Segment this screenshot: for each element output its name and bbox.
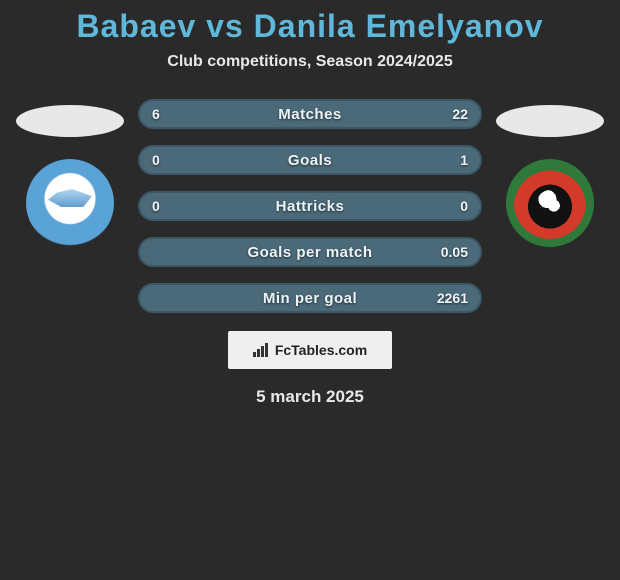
stat-row-matches: 6 Matches 22 [138,99,482,129]
brand-box: FcTables.com [228,331,392,369]
stat-row-min-per-goal: Min per goal 2261 [138,283,482,313]
stat-left-value: 0 [152,152,160,168]
stat-label: Hattricks [276,198,345,215]
stat-right-value: 1 [460,152,468,168]
stat-label: Goals [288,152,332,169]
stat-label: Matches [278,106,342,123]
stat-label: Min per goal [263,290,357,307]
page-title: Babaev vs Danila Emelyanov [0,8,620,45]
club-left-badge-icon [26,159,114,247]
player-left-column [10,99,130,247]
player-left-avatar-placeholder [16,105,124,137]
brand-text: FcTables.com [275,342,367,358]
date-text: 5 march 2025 [0,387,620,407]
stat-right-value: 0 [460,198,468,214]
stat-left-value: 0 [152,198,160,214]
bar-chart-icon [253,343,271,357]
stat-label: Goals per match [247,244,372,261]
stat-row-hattricks: 0 Hattricks 0 [138,191,482,221]
stat-right-value: 2261 [437,290,468,306]
club-right-badge-inner [514,167,586,239]
subtitle: Club competitions, Season 2024/2025 [0,53,620,71]
club-right-badge-icon [506,159,594,247]
stat-right-value: 22 [452,106,468,122]
stat-bars: 6 Matches 22 0 Goals 1 0 Hattricks 0 Goa… [130,99,490,313]
stat-left-value: 6 [152,106,160,122]
main-row: 6 Matches 22 0 Goals 1 0 Hattricks 0 Goa… [0,99,620,313]
soccer-ball-icon [537,190,563,216]
stat-row-goals-per-match: Goals per match 0.05 [138,237,482,267]
stat-right-value: 0.05 [441,244,468,260]
stat-row-goals: 0 Goals 1 [138,145,482,175]
player-right-avatar-placeholder [496,105,604,137]
comparison-card: Babaev vs Danila Emelyanov Club competit… [0,0,620,407]
player-right-column [490,99,610,247]
